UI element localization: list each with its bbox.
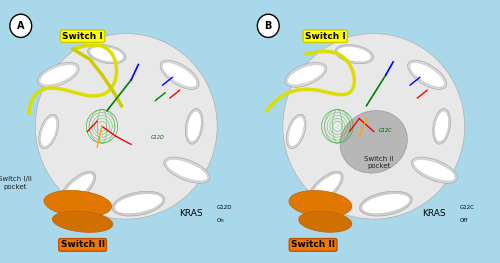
Text: Off: Off [460,218,468,223]
Ellipse shape [52,211,113,232]
Circle shape [10,14,32,37]
Ellipse shape [164,157,210,183]
Ellipse shape [60,171,96,205]
Ellipse shape [166,159,207,181]
Ellipse shape [285,62,327,87]
Text: KRAS: KRAS [422,209,446,219]
Ellipse shape [36,34,217,219]
Ellipse shape [362,194,410,214]
Ellipse shape [283,34,465,219]
Text: B: B [264,21,272,31]
Ellipse shape [335,45,374,64]
Ellipse shape [310,174,341,203]
Text: On: On [217,218,225,223]
Ellipse shape [412,157,458,183]
Text: G12D: G12D [150,135,164,140]
Ellipse shape [186,109,203,144]
Ellipse shape [44,190,112,217]
Ellipse shape [88,45,126,64]
Text: Switch II: Switch II [291,240,335,249]
Ellipse shape [286,114,306,149]
Ellipse shape [40,117,56,146]
Ellipse shape [114,194,162,214]
Ellipse shape [360,191,412,216]
Text: Switch II: Switch II [60,240,104,249]
Ellipse shape [38,62,79,87]
Ellipse shape [408,60,447,89]
Text: G12D: G12D [217,205,232,210]
Ellipse shape [308,171,343,205]
Ellipse shape [112,191,164,216]
Text: Switch I: Switch I [62,32,103,41]
Text: A: A [17,21,24,31]
Ellipse shape [62,174,94,203]
Text: Switch I: Switch I [305,32,346,41]
Ellipse shape [433,109,450,144]
Text: G12C: G12C [460,205,475,210]
Circle shape [258,14,279,37]
Ellipse shape [410,63,444,87]
Text: KRAS: KRAS [180,209,203,219]
Ellipse shape [90,47,124,62]
Text: G12C: G12C [378,128,392,133]
Text: Switch II
pocket: Switch II pocket [364,156,394,169]
Ellipse shape [288,117,304,146]
Ellipse shape [187,111,201,141]
Ellipse shape [434,111,448,141]
Ellipse shape [288,65,324,85]
Ellipse shape [414,159,455,181]
Ellipse shape [39,114,58,149]
Ellipse shape [160,60,199,89]
Ellipse shape [289,190,352,217]
Ellipse shape [162,63,197,87]
Ellipse shape [298,211,352,232]
Ellipse shape [40,65,76,85]
Ellipse shape [340,110,407,173]
Ellipse shape [338,47,371,62]
Text: Switch I/II
pocket: Switch I/II pocket [0,176,32,190]
